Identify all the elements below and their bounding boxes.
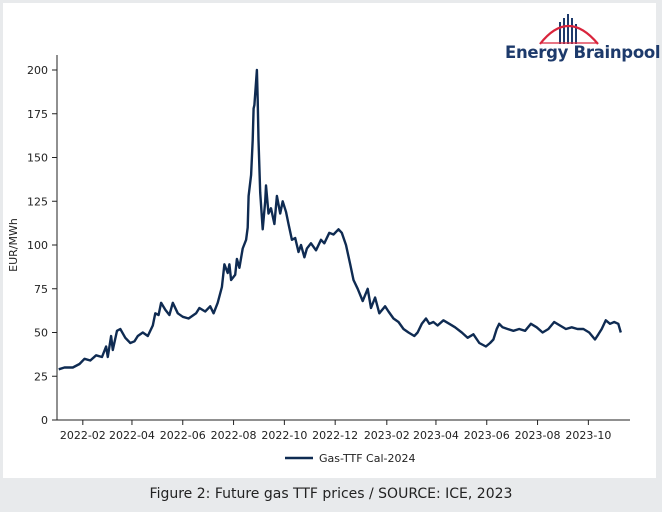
figure-caption: Figure 2: Future gas TTF prices / SOURCE… (149, 486, 513, 502)
y-tick-label: 0 (41, 414, 48, 427)
y-tick-label: 50 (34, 327, 48, 340)
legend: Gas-TTF Cal-2024 (285, 452, 415, 465)
y-tick-label: 75 (34, 283, 48, 296)
legend-label: Gas-TTF Cal-2024 (319, 452, 415, 465)
x-tick-label: 2023-06 (464, 429, 510, 442)
y-tick-label: 150 (27, 152, 48, 165)
x-tick-label: 2022-04 (109, 429, 155, 442)
x-tick-label: 2022-06 (160, 429, 206, 442)
y-tick-label: 100 (27, 239, 48, 252)
y-tick-label: 175 (27, 108, 48, 121)
logo-mark-icon (539, 14, 599, 45)
x-tick-label: 2022-10 (261, 429, 307, 442)
x-tick-label: 2023-02 (364, 429, 410, 442)
x-tick-label: 2022-02 (60, 429, 106, 442)
chart-card (3, 3, 656, 478)
y-tick-label: 200 (27, 64, 48, 77)
y-tick-label: 125 (27, 195, 48, 208)
x-tick-label: 2022-08 (211, 429, 257, 442)
ttf-price-chart: 0 25 50 75 100 125 150 175 200 2022-02 2022-04 2022… (7, 55, 630, 465)
energy-brainpool-logo: Energy Brainpool (0, 0, 662, 80)
chart-axes: 0 25 50 75 100 125 150 175 200 2022-02 2022-04 2022… (27, 55, 630, 442)
y-tick-label: 25 (34, 370, 48, 383)
series-line-gas-ttf-cal-2024 (58, 68, 622, 371)
x-tick-label: 2022-12 (312, 429, 358, 442)
y-axis-label: EUR/MWh (7, 218, 20, 272)
x-tick-label: 2023-04 (413, 429, 459, 442)
logo-wordmark: Energy Brainpool (505, 43, 661, 62)
x-tick-label: 2023-10 (565, 429, 611, 442)
x-tick-label: 2023-08 (515, 429, 561, 442)
